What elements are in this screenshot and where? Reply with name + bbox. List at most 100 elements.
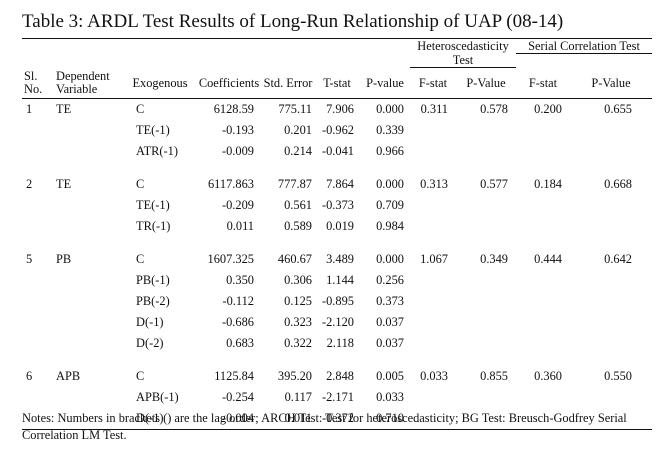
het-p-value-cell: [456, 291, 516, 312]
het-p-value-cell: 0.577: [480, 177, 509, 191]
p-value-cell: 0.005: [376, 369, 404, 383]
exogenous-cell: C: [136, 252, 145, 266]
std-error-cell: 0.323: [284, 315, 312, 329]
het-f-stat-cell: [410, 120, 456, 141]
column-header-t-stat: T-stat: [323, 75, 351, 90]
het-p-value-cell: [456, 312, 516, 333]
std-error-cell: 777.87: [277, 177, 312, 191]
het-f-stat-cell: [410, 141, 456, 162]
serial-f-stat-cell: 0.444: [534, 252, 563, 266]
exogenous-cell: D(-1): [136, 315, 164, 329]
dependent-variable-cell: [52, 270, 124, 291]
p-value-cell: 0.709: [376, 198, 404, 212]
sl-no-cell: [22, 195, 52, 216]
het-f-stat-cell: 1.067: [420, 252, 448, 266]
coefficient-cell: 6117.863: [207, 177, 254, 191]
coefficient-cell: -0.254: [221, 390, 254, 404]
exogenous-cell: D(-2): [136, 336, 164, 350]
serial-p-value-cell: 0.668: [604, 177, 633, 191]
table-row: 5 PB C 1607.325 460.67 3.489 0.000 1.067 0.349 0.…: [22, 249, 652, 270]
column-header-p-value: P-value: [366, 75, 404, 90]
serial-f-stat-cell: 0.360: [534, 369, 563, 383]
p-value-cell: 0.339: [376, 123, 404, 137]
dependent-variable-cell: [52, 141, 124, 162]
het-f-stat-cell: [410, 387, 456, 408]
dependent-variable-cell: [52, 120, 124, 141]
heteroscedasticity-group-header: Heteroscedasticity Test: [410, 39, 517, 68]
table-row: ATR(-1) -0.009 0.214 -0.041 0.966: [22, 141, 652, 162]
dependent-variable-cell: [52, 333, 124, 354]
serial-f-stat-cell: 0.184: [534, 177, 563, 191]
exogenous-cell: C: [136, 177, 145, 191]
std-error-cell: 775.11: [278, 102, 312, 116]
exogenous-cell: TE(-1): [136, 198, 170, 212]
t-stat-cell: -0.372: [321, 411, 354, 425]
column-header-std-error: Std. Error: [263, 75, 313, 90]
dependent-variable-cell: [52, 387, 124, 408]
het-p-value-cell: [456, 387, 516, 408]
sl-no-cell: 2: [26, 177, 33, 191]
table-row: 6 APB C 1125.84 395.20 2.848 0.005 0.033 0.855 0.…: [22, 366, 652, 387]
p-value-cell: 0.256: [376, 273, 404, 287]
serial-p-value-cell: [570, 291, 652, 312]
serial-f-stat-cell: [516, 333, 570, 354]
std-error-cell: 395.20: [277, 369, 312, 383]
table-row: D(-1) -0.686 0.323 -2.120 0.037: [22, 312, 652, 333]
coefficient-cell: -0.209: [221, 198, 254, 212]
table-row: APB(-1) -0.254 0.117 -2.171 0.033: [22, 387, 652, 408]
serial-p-value-cell: 0.550: [604, 369, 633, 383]
serial-p-value-cell: [570, 216, 652, 237]
dependent-variable-cell: PB: [56, 252, 72, 266]
serial-correlation-group-header: Serial Correlation Test: [516, 39, 653, 69]
het-p-value-cell: 0.349: [480, 252, 509, 266]
sl-no-cell: [22, 270, 52, 291]
column-header-het-p-value: P-Value: [466, 75, 506, 90]
t-stat-cell: 3.489: [326, 252, 354, 266]
serial-f-stat-cell: [516, 120, 570, 141]
sl-no-cell: [22, 291, 52, 312]
coefficient-cell: -0.193: [221, 123, 254, 137]
exogenous-cell: C: [136, 369, 145, 383]
serial-p-value-cell: 0.655: [604, 102, 633, 116]
p-value-cell: 0.000: [376, 102, 404, 116]
dependent-variable-cell: [52, 216, 124, 237]
exogenous-cell: PB(-1): [136, 273, 170, 287]
serial-p-value-cell: [570, 312, 652, 333]
het-f-stat-cell: [410, 216, 456, 237]
serial-p-value-cell: [570, 195, 652, 216]
p-value-cell: 0.037: [376, 336, 404, 350]
sl-no-cell: [22, 141, 52, 162]
p-value-cell: 0.000: [376, 177, 404, 191]
std-error-cell: 0.125: [284, 294, 312, 308]
column-header-serial-p-value: P-Value: [591, 75, 631, 90]
exogenous-cell: D(-1): [136, 411, 164, 425]
sl-no-cell: 1: [26, 102, 33, 116]
exogenous-cell: TR(-1): [136, 219, 171, 233]
t-stat-cell: -0.962: [321, 123, 354, 137]
std-error-cell: 0.561: [284, 198, 312, 212]
table-row: PB(-2) -0.112 0.125 -0.895 0.373: [22, 291, 652, 312]
sl-no-cell: [22, 387, 52, 408]
sl-no-cell: [22, 216, 52, 237]
exogenous-cell: C: [136, 102, 145, 116]
t-stat-cell: 2.118: [326, 336, 354, 350]
std-error-cell: 0.117: [284, 390, 312, 404]
coefficient-cell: -0.004: [221, 411, 254, 425]
std-error-cell: 0.214: [284, 144, 312, 158]
column-header-sl-no: Sl. No.: [24, 69, 43, 96]
dependent-variable-cell: TE: [56, 177, 72, 191]
serial-p-value-cell: 0.642: [604, 252, 633, 266]
table-row: TE(-1) -0.193 0.201 -0.962 0.339: [22, 120, 652, 141]
exogenous-cell: ATR(-1): [136, 144, 178, 158]
het-p-value-cell: [456, 195, 516, 216]
table-row: TR(-1) 0.011 0.589 0.019 0.984: [22, 216, 652, 237]
coefficient-cell: 0.683: [226, 336, 254, 350]
std-error-cell: 0.322: [284, 336, 312, 350]
het-p-value-cell: [456, 333, 516, 354]
p-value-cell: 0.037: [376, 315, 404, 329]
het-p-value-cell: [456, 120, 516, 141]
serial-p-value-cell: [570, 270, 652, 291]
column-header-exogenous: Exogenous: [132, 75, 188, 90]
sl-no-cell: 5: [26, 252, 33, 266]
